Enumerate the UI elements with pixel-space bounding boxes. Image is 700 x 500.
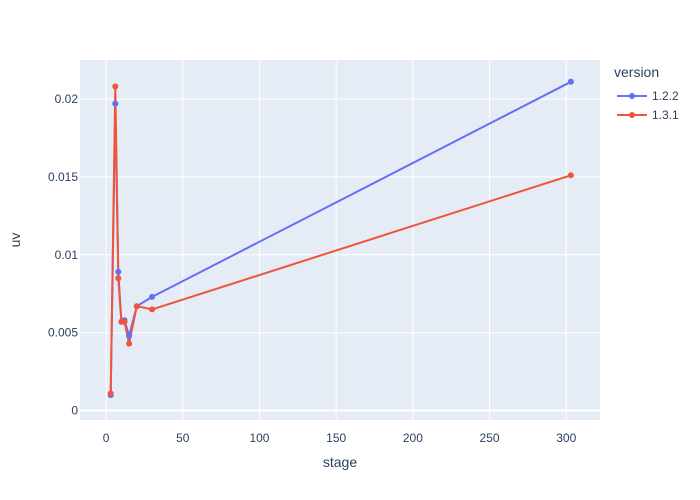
x-tick-label: 200 [403,431,423,445]
data-point[interactable] [115,268,122,275]
y-tick-label: 0.01 [55,248,79,262]
legend-title: version [614,64,659,80]
data-point[interactable] [567,78,574,85]
x-axis-title: stage [323,454,357,470]
y-tick-label: 0 [71,404,78,418]
series-points [107,78,574,399]
legend-marker [629,93,635,99]
legend-marker [629,112,635,118]
data-point[interactable] [149,293,156,300]
grid-lines [80,60,600,420]
y-tick-label: 0.015 [48,170,78,184]
legend-label: 1.2.2 [652,89,679,103]
y-tick-label: 0.02 [55,92,79,106]
x-tick-label: 250 [480,431,500,445]
data-point[interactable] [126,332,133,339]
data-point[interactable] [149,306,156,313]
x-tick-label: 300 [556,431,576,445]
data-point[interactable] [115,275,122,282]
legend-label: 1.3.1 [652,108,679,122]
y-tick-labels: 0 0.005 0.01 0.015 0.02 [48,92,78,418]
data-point[interactable] [121,318,128,325]
data-point[interactable] [112,83,119,90]
data-point[interactable] [112,100,119,107]
x-tick-labels: 0 50 100 150 200 250 300 [103,431,577,445]
data-point[interactable] [567,172,574,179]
legend-item[interactable]: 1.3.1 [617,108,679,122]
y-axis-title: uv [7,233,23,248]
data-point[interactable] [133,303,140,310]
legend[interactable]: version 1.2.2 1.3.1 [614,64,679,122]
x-tick-label: 150 [326,431,346,445]
data-point[interactable] [126,340,133,347]
plot-background [80,60,600,420]
data-point[interactable] [107,390,114,397]
legend-items[interactable]: 1.2.2 1.3.1 [617,89,679,122]
y-tick-label: 0.005 [48,326,78,340]
legend-item[interactable]: 1.2.2 [617,89,679,103]
x-tick-label: 0 [103,431,110,445]
x-tick-label: 100 [249,431,269,445]
x-tick-label: 50 [176,431,190,445]
